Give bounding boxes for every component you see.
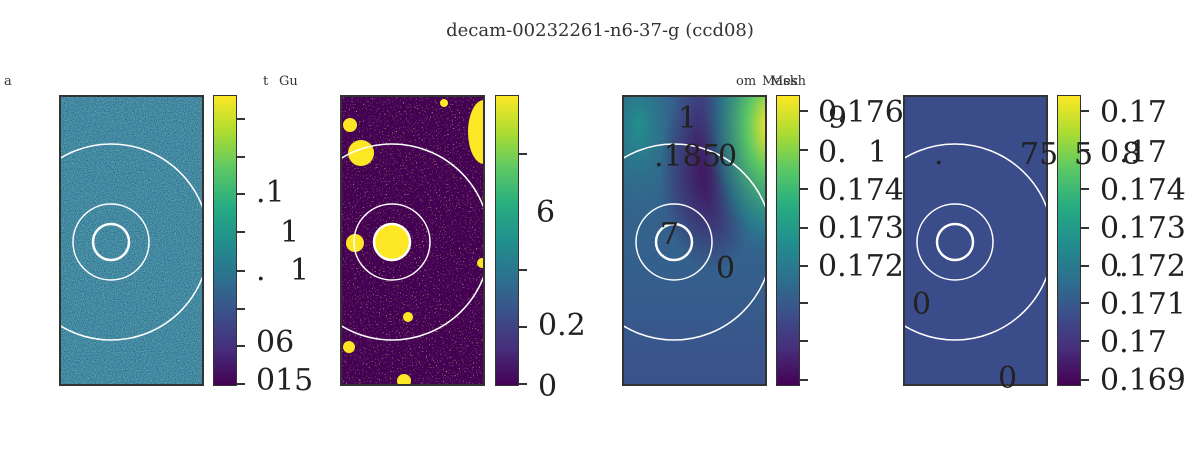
cb4-label-1: 0.17 <box>1100 95 1167 130</box>
panel1-label: a <box>4 74 12 89</box>
cb1-label-2: 1 <box>280 215 300 250</box>
colorbar-3 <box>776 95 800 386</box>
cb4-label-3: 0.174 <box>1100 173 1186 208</box>
colorbar-tick <box>800 227 808 229</box>
p4-overlay-1: . <box>934 137 944 172</box>
colorbar-tick <box>237 270 245 272</box>
cb1-label-1: .1 <box>256 175 285 210</box>
colorbar-tick <box>237 383 245 385</box>
colorbar-tick <box>1081 227 1089 229</box>
panel3-label-a: om <box>736 74 757 89</box>
colorbar-tick <box>1081 149 1089 151</box>
colorbar-tick <box>1081 188 1089 190</box>
colorbar-tick <box>237 118 245 120</box>
panel2-label-b: Gu <box>279 74 298 89</box>
image-panel-1 <box>59 95 204 386</box>
colorbar-tick <box>800 265 808 267</box>
colorbar-tick <box>1081 379 1089 381</box>
cb3-label-2: 0. <box>818 135 847 170</box>
image-panel-2 <box>340 95 485 386</box>
cb3-label-1: 0.176 <box>818 95 904 130</box>
colorbar-tick <box>800 379 808 381</box>
colorbar-tick <box>519 153 527 155</box>
p4-overlay-4: 8 <box>1122 137 1142 172</box>
figure-title: decam-00232261-n6-37-g (ccd08) <box>446 20 754 41</box>
panel3-label-c: Mesh <box>770 74 807 89</box>
p4-overlay-2: 75 <box>1020 137 1059 172</box>
colorbar-tick <box>1081 265 1089 267</box>
cb1-label-6: 015 <box>256 363 314 398</box>
cb3-label-6: 0.172 <box>818 249 904 284</box>
cb4-label-4: 0.173 <box>1100 211 1186 246</box>
colorbar-tick <box>237 308 245 310</box>
cb2-label-2: 0.2 <box>538 308 586 343</box>
colorbar-tick <box>800 302 808 304</box>
p3-overlay-5: 7 <box>660 217 680 252</box>
panel2-label-a: t <box>263 74 269 89</box>
colorbar-tick <box>1081 110 1089 112</box>
p4-overlay-5: . <box>1114 249 1124 284</box>
cb4-label-6: 0.171 <box>1100 287 1186 322</box>
image-plot-4 <box>905 97 1046 384</box>
colorbar-tick <box>800 188 808 190</box>
cb1-label-4: 1 <box>290 253 310 288</box>
image-panel-4 <box>903 95 1048 386</box>
p3-overlay-1: 1 <box>678 101 698 136</box>
colorbar-tick <box>237 345 245 347</box>
p3-overlay-4: 0 <box>718 139 738 174</box>
cb3-label-3: 1 <box>868 135 888 170</box>
colorbar-tick <box>800 340 808 342</box>
colorbar-1 <box>213 95 237 386</box>
image-plot-3 <box>624 97 765 384</box>
cb4-label-8: 0.169 <box>1100 363 1186 398</box>
cb4-label-2: 0.17 <box>1100 135 1167 170</box>
p4-overlay-6: 0 <box>912 287 932 322</box>
colorbar-tick <box>800 149 808 151</box>
colorbar-tick <box>237 193 245 195</box>
panel3-label-b: Mask <box>762 74 798 89</box>
image-panel-3 <box>622 95 767 386</box>
p3-overlay-3: .185 <box>654 139 721 174</box>
colorbar-tick <box>519 269 527 271</box>
colorbar-tick <box>800 110 808 112</box>
colorbar-4 <box>1057 95 1081 386</box>
colorbar-tick <box>1081 340 1089 342</box>
image-plot-1 <box>61 97 202 384</box>
cb1-label-5: 06 <box>256 325 295 360</box>
cb2-label-1: 6 <box>536 195 556 230</box>
p3-overlay-6: 0 <box>716 251 736 286</box>
p3-overlay-2: 9 <box>828 101 848 136</box>
cb1-label-3: . <box>256 253 266 288</box>
cb4-label-7: 0.17 <box>1100 325 1167 360</box>
colorbar-tick <box>237 231 245 233</box>
cb2-label-3: 0 <box>538 369 558 404</box>
colorbar-2 <box>495 95 519 386</box>
colorbar-tick <box>1081 302 1089 304</box>
cb3-label-5: 0.173 <box>818 211 904 246</box>
p4-overlay-7: 0 <box>998 361 1018 396</box>
colorbar-tick <box>237 156 245 158</box>
p4-overlay-3: 5 <box>1074 137 1094 172</box>
cb3-label-4: 0.174 <box>818 173 904 208</box>
colorbar-tick <box>519 383 527 385</box>
image-plot-2 <box>342 97 483 384</box>
colorbar-tick <box>519 326 527 328</box>
cb4-label-5: 0.172 <box>1100 249 1186 284</box>
